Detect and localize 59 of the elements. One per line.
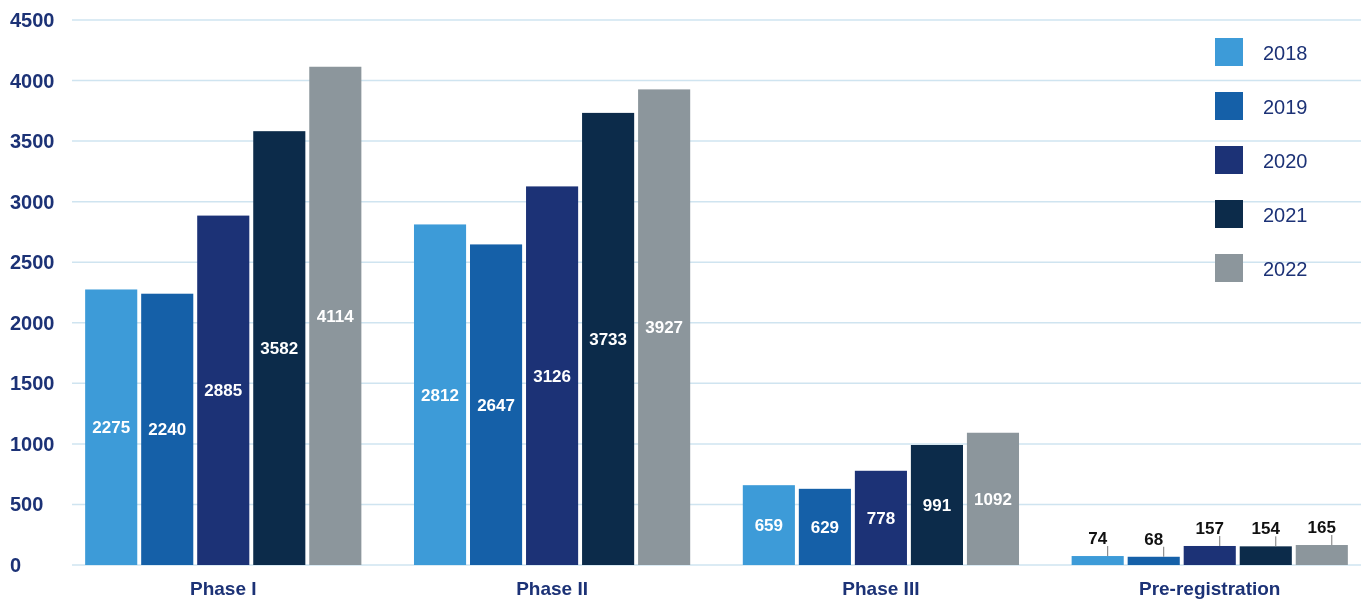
data-label: 629 (810, 517, 840, 537)
bar (854, 470, 907, 565)
legend-label: 2021 (1263, 204, 1308, 226)
data-label: 2240 (148, 420, 187, 440)
y-tick-label: 4000 (10, 69, 55, 92)
bar (910, 444, 963, 565)
y-tick-label: 2000 (10, 311, 55, 334)
bar (638, 89, 691, 565)
data-label: 3582 (260, 339, 299, 359)
y-tick-label: 2500 (10, 251, 55, 274)
bar (966, 432, 1020, 565)
data-label: 3927 (645, 318, 684, 338)
y-tick-label: 500 (10, 493, 44, 516)
data-label: 2885 (204, 381, 243, 401)
bar (526, 186, 579, 565)
bar (85, 289, 138, 565)
data-label: 2275 (92, 418, 131, 438)
bar (413, 224, 467, 565)
data-label: 165 (1307, 518, 1336, 538)
bar (1239, 546, 1292, 565)
data-label: 154 (1251, 519, 1281, 539)
y-tick-label: 4500 (10, 9, 55, 31)
bar (1183, 545, 1236, 565)
y-tick-label: 1500 (10, 372, 55, 395)
bar (470, 244, 523, 565)
data-label: 2812 (421, 385, 459, 405)
bar (1295, 545, 1348, 565)
data-label: 3126 (533, 366, 571, 386)
bar (141, 293, 194, 565)
legend-label: 2022 (1263, 258, 1308, 280)
data-label: 3733 (589, 329, 628, 349)
bar (197, 215, 250, 565)
data-label: 778 (866, 508, 896, 528)
bar (742, 485, 795, 565)
legend-label: 2019 (1263, 96, 1308, 118)
x-tick-label: Phase I (189, 578, 257, 599)
bar (253, 131, 306, 565)
x-tick-label: Phase III (842, 578, 920, 599)
legend-label: 2018 (1263, 42, 1308, 64)
bar (1127, 556, 1180, 565)
y-tick-label: 3500 (10, 130, 55, 153)
x-tick-label: Phase II (516, 578, 588, 599)
data-label: 4114 (316, 306, 355, 326)
data-label: 74 (1088, 529, 1108, 549)
data-label: 1092 (974, 489, 1012, 509)
y-tick-label: 0 (10, 554, 22, 576)
bar (798, 488, 851, 565)
y-tick-label: 1000 (10, 432, 55, 455)
data-label: 659 (754, 516, 784, 536)
legend-label: 2020 (1263, 150, 1308, 172)
bar (1071, 556, 1124, 565)
bar (309, 66, 362, 565)
data-label: 991 (922, 495, 952, 515)
y-tick-label: 3000 (10, 190, 55, 213)
data-label: 157 (1195, 518, 1224, 538)
x-tick-label: Pre-registration (1139, 578, 1281, 599)
data-label: 68 (1144, 529, 1164, 549)
bar (582, 112, 635, 565)
data-label: 2647 (477, 395, 515, 415)
